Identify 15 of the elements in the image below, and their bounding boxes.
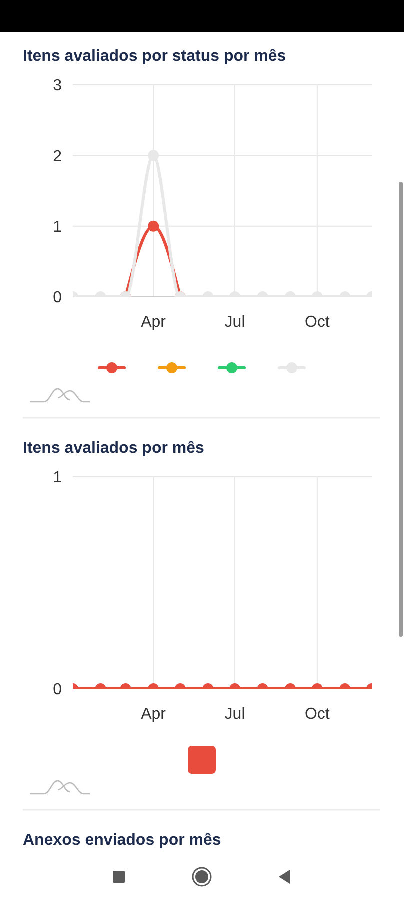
chart-title: Itens avaliados por status por mês: [23, 48, 286, 65]
y-tick-label: 3: [53, 78, 62, 95]
x-tick-label: Jul: [224, 314, 246, 331]
x-tick-label: Apr: [141, 314, 167, 331]
x-tick-label: Oct: [304, 314, 330, 331]
y-tick-label: 0: [53, 290, 62, 307]
x-tick-label: Oct: [304, 706, 330, 723]
y-tick-label: 1: [53, 470, 62, 487]
y-tick-label: 1: [53, 218, 62, 236]
y-tick-label: 2: [53, 148, 62, 166]
text: Anexos enviados por mês: [23, 832, 222, 849]
x-tick-label: Jul: [224, 706, 246, 723]
chart-title: Itens avaliados por mês: [23, 440, 205, 457]
y-tick-label: 0: [53, 682, 62, 699]
x-tick-label: Apr: [141, 706, 167, 723]
